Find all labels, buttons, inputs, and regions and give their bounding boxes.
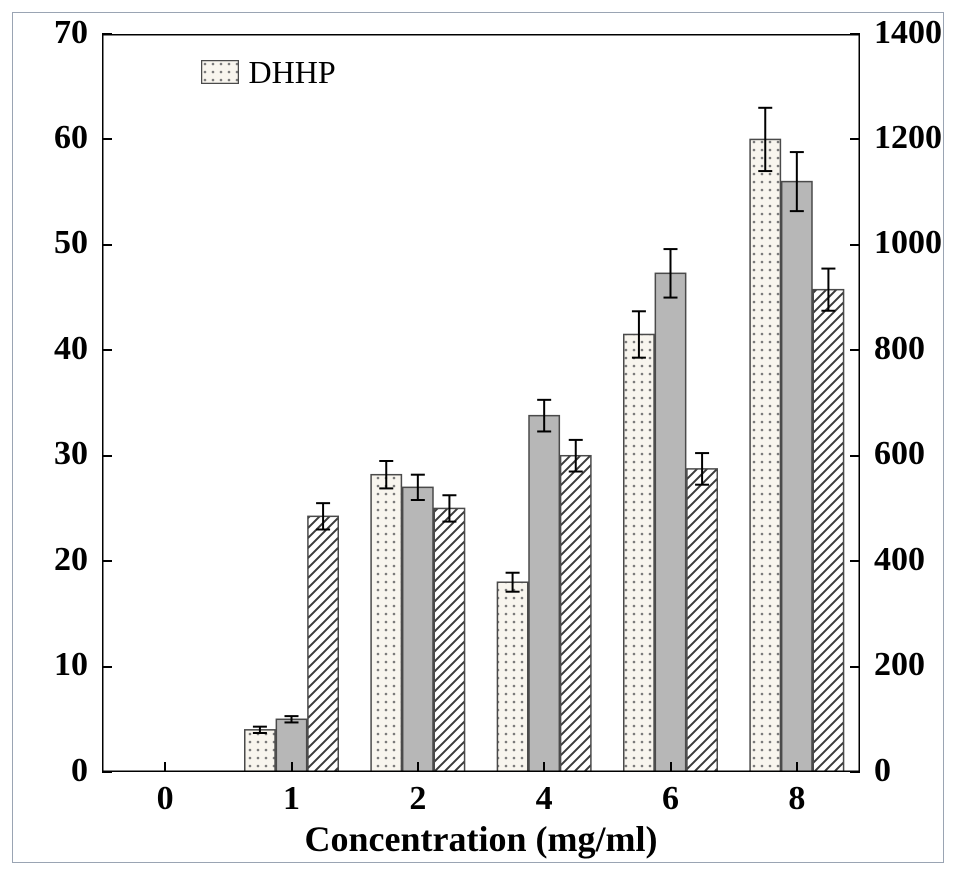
yright-tick bbox=[850, 455, 860, 457]
yleft-label: 50 bbox=[54, 224, 88, 262]
yleft-label: 0 bbox=[71, 752, 88, 790]
yleft-label: 10 bbox=[54, 646, 88, 684]
chart-stage: 0102030405060700200400600800100012001400… bbox=[0, 0, 956, 875]
bar-series-c bbox=[434, 508, 464, 772]
yleft-tick bbox=[102, 771, 112, 773]
yleft-label: 20 bbox=[54, 541, 88, 579]
bar-DHHP bbox=[371, 475, 401, 772]
x-label: 4 bbox=[514, 780, 574, 818]
yright-tick bbox=[850, 771, 860, 773]
yright-label: 600 bbox=[874, 435, 925, 473]
x-label: 6 bbox=[641, 780, 701, 818]
yleft-label: 60 bbox=[54, 119, 88, 157]
x-tick bbox=[796, 762, 798, 772]
bar-series-b bbox=[529, 416, 559, 772]
yleft-tick bbox=[102, 138, 112, 140]
x-label: 0 bbox=[135, 780, 195, 818]
yleft-tick bbox=[102, 244, 112, 246]
yleft-label: 70 bbox=[54, 14, 88, 52]
legend-label: DHHP bbox=[249, 54, 336, 91]
yleft-tick bbox=[102, 455, 112, 457]
x-tick bbox=[164, 762, 166, 772]
yright-label: 0 bbox=[874, 752, 891, 790]
yright-tick bbox=[850, 244, 860, 246]
x-tick bbox=[670, 762, 672, 772]
yright-tick bbox=[850, 560, 860, 562]
bar-series-b bbox=[655, 273, 685, 772]
bar-series-b bbox=[782, 182, 812, 772]
bar-DHHP bbox=[624, 334, 654, 772]
x-tick bbox=[417, 762, 419, 772]
bar-series-c bbox=[561, 456, 591, 772]
x-label: 1 bbox=[262, 780, 322, 818]
legend-swatch bbox=[201, 60, 239, 84]
yright-label: 1000 bbox=[874, 224, 942, 262]
plot-area bbox=[102, 34, 860, 772]
yright-tick bbox=[850, 33, 860, 35]
yright-tick bbox=[850, 349, 860, 351]
x-tick bbox=[543, 762, 545, 772]
yright-label: 400 bbox=[874, 541, 925, 579]
bar-series-b bbox=[403, 487, 433, 772]
bar-series-c bbox=[687, 469, 717, 772]
x-label: 8 bbox=[767, 780, 827, 818]
bar-DHHP bbox=[245, 730, 275, 772]
yleft-tick bbox=[102, 560, 112, 562]
yright-tick bbox=[850, 138, 860, 140]
yright-label: 1200 bbox=[874, 119, 942, 157]
yleft-tick bbox=[102, 666, 112, 668]
bar-DHHP bbox=[497, 582, 527, 772]
yright-tick bbox=[850, 666, 860, 668]
x-tick bbox=[291, 762, 293, 772]
bar-series-c bbox=[813, 290, 843, 772]
bar-series-c bbox=[308, 516, 338, 772]
x-axis-title: Concentration (mg/ml) bbox=[102, 818, 860, 860]
x-label: 2 bbox=[388, 780, 448, 818]
yright-label: 800 bbox=[874, 330, 925, 368]
plot-border bbox=[103, 35, 860, 772]
yleft-label: 30 bbox=[54, 435, 88, 473]
yleft-tick bbox=[102, 349, 112, 351]
yright-label: 200 bbox=[874, 646, 925, 684]
plot-svg bbox=[102, 34, 860, 772]
bar-DHHP bbox=[750, 139, 780, 772]
yleft-tick bbox=[102, 33, 112, 35]
yleft-label: 40 bbox=[54, 330, 88, 368]
yright-label: 1400 bbox=[874, 14, 942, 52]
